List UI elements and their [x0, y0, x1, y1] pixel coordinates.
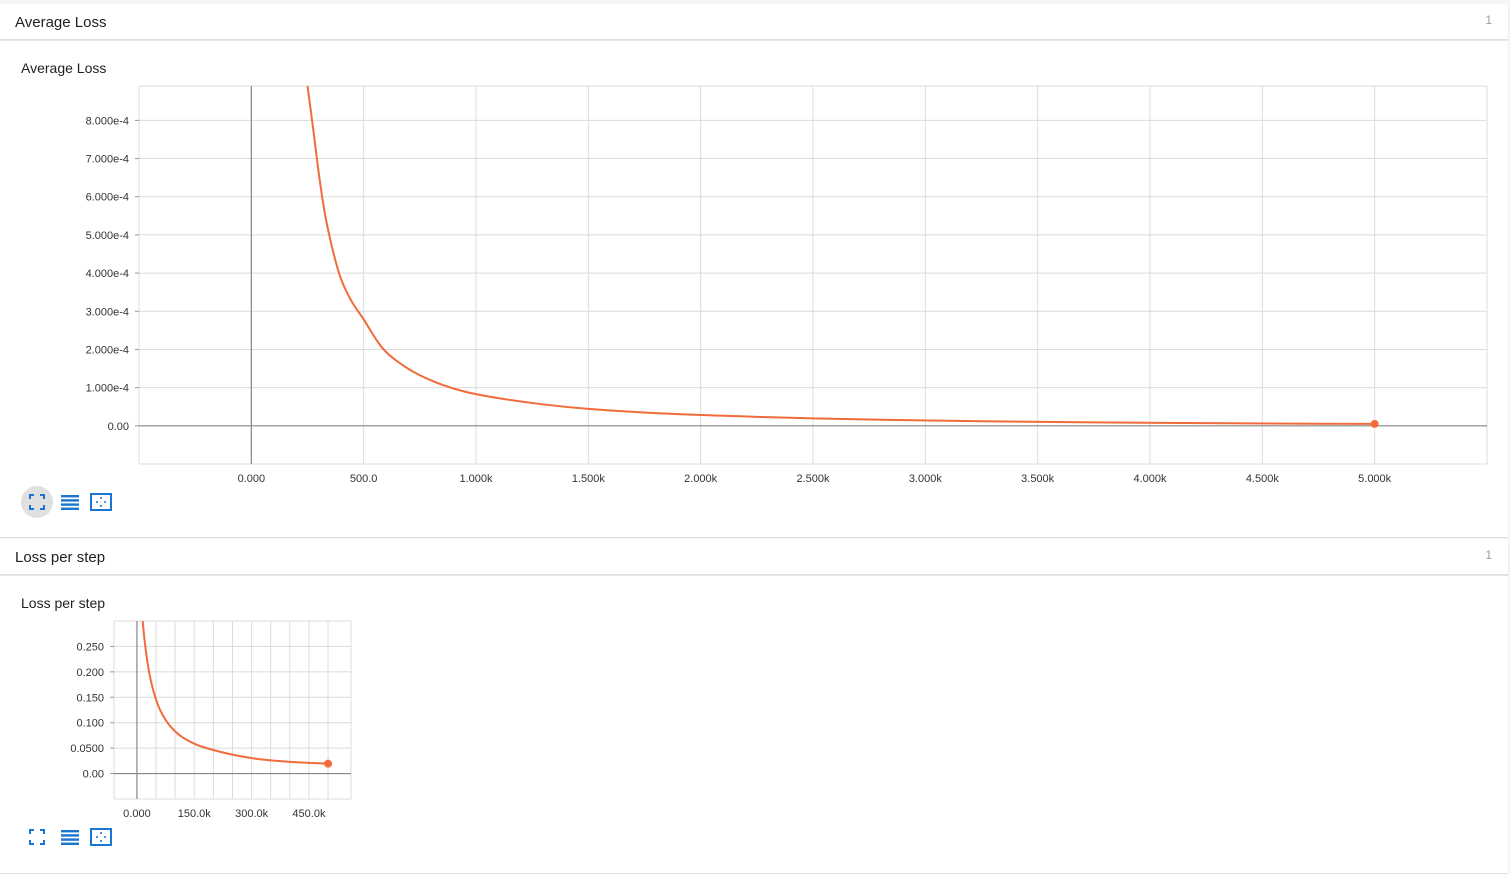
fullscreen-icon	[29, 494, 45, 510]
series-line	[306, 85, 1375, 425]
section-title: Loss per step	[15, 549, 106, 566]
fullscreen-icon	[29, 829, 45, 845]
chart-toolbar	[21, 821, 121, 853]
x-tick-label: 2.000k	[684, 473, 718, 485]
x-tick-label: 0.000	[123, 808, 151, 820]
y-tick-label: 7.000e-4	[86, 154, 129, 166]
average-loss-chart[interactable]: 0.000 500.0 1.000k 1.500k 2.000k 2.500k 3.000k…	[0, 41, 1508, 537]
fullscreen-button[interactable]	[21, 486, 53, 518]
toggle-log-scale-button[interactable]	[53, 821, 85, 853]
section-header[interactable]: Loss per step 1	[0, 539, 1508, 575]
y-tick-label: 0.00	[108, 421, 129, 433]
x-tick-label: 4.500k	[1246, 473, 1280, 485]
x-tick-label: 500.0	[350, 473, 378, 485]
x-tick-label: 1.500k	[572, 473, 606, 485]
x-tick-label: 450.0k	[292, 808, 326, 820]
y-tick-label: 0.150	[76, 692, 104, 704]
loss-per-step-chart[interactable]: 0.000 150.0k 300.0k 450.0k 0.00 0.0500 0.100 0.…	[0, 576, 400, 873]
section-count: 1	[1485, 13, 1492, 27]
chart-title: Loss per step	[21, 595, 106, 611]
x-tick-label: 150.0k	[178, 808, 212, 820]
fit-domain-button[interactable]	[85, 821, 117, 853]
x-tick-label: 3.000k	[909, 473, 943, 485]
grid	[113, 620, 352, 800]
y-tick-label: 8.000e-4	[86, 115, 129, 127]
y-tick-label: 4.000e-4	[86, 268, 129, 280]
y-tick-label: 0.0500	[70, 743, 104, 755]
y-tick-label: 0.200	[76, 667, 104, 679]
series-last-point[interactable]	[1370, 419, 1379, 428]
y-tick-label: 0.100	[76, 718, 104, 730]
list-icon	[61, 830, 79, 845]
y-tick-label: 5.000e-4	[86, 230, 129, 242]
chart-card-average-loss: Average Loss 0.000 500.0 1.000k 1.500k 2.000…	[0, 40, 1508, 538]
series-last-point[interactable]	[324, 759, 333, 768]
y-tick-label: 0.250	[76, 641, 104, 653]
chart-card-loss-per-step: Loss per step 0.000 150.0k 300.0k 450.0k 0.0…	[0, 575, 1508, 874]
x-tick-label: 300.0k	[235, 808, 269, 820]
section-count: 1	[1485, 548, 1492, 562]
y-tick-label: 6.000e-4	[86, 192, 129, 204]
y-tick-label: 3.000e-4	[86, 306, 129, 318]
series-line	[141, 620, 329, 765]
section-header[interactable]: Average Loss 1	[0, 4, 1508, 40]
section-title: Average Loss	[15, 14, 107, 31]
list-icon	[61, 495, 79, 510]
x-tick-label: 4.000k	[1133, 473, 1167, 485]
y-tick-label: 1.000e-4	[86, 383, 129, 395]
chart-toolbar	[21, 486, 121, 518]
x-tick-label: 2.500k	[796, 473, 830, 485]
fit-domain-button[interactable]	[85, 486, 117, 518]
chart-title: Average Loss	[21, 60, 107, 76]
x-tick-label: 0.000	[238, 473, 266, 485]
y-tick-label: 0.00	[83, 769, 104, 781]
x-tick-label: 5.000k	[1358, 473, 1392, 485]
y-tick-label: 2.000e-4	[86, 344, 129, 356]
fullscreen-button[interactable]	[21, 821, 53, 853]
grid	[138, 85, 1488, 465]
toggle-log-scale-button[interactable]	[53, 486, 85, 518]
x-tick-label: 3.500k	[1021, 473, 1055, 485]
fit-to-data-icon	[90, 828, 112, 846]
x-tick-label: 1.000k	[459, 473, 493, 485]
fit-to-data-icon	[90, 493, 112, 511]
